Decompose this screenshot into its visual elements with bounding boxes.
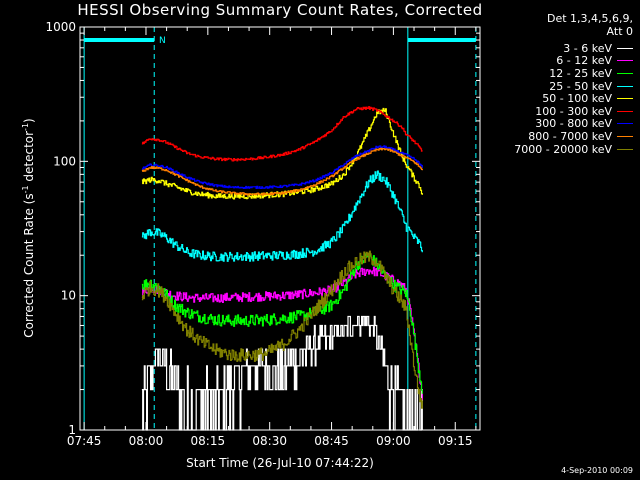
legend-swatch [617, 110, 633, 112]
legend-item: 6 - 12 keV [514, 54, 633, 68]
x-axis-label: Start Time (26-Jul-10 07:44:22) [186, 456, 374, 470]
legend-item: 25 - 50 keV [514, 80, 633, 93]
legend-label: 7000 - 20000 keV [514, 142, 612, 156]
x-tick-label: 08:00 [129, 434, 164, 448]
series-group [141, 106, 423, 431]
legend-item: 300 - 800 keV [514, 117, 633, 131]
legend-label: 12 - 25 keV [549, 66, 612, 80]
chart-title: HESSI Observing Summary Count Rates, Cor… [77, 1, 483, 19]
plot-frame [79, 26, 481, 431]
legend-label: 25 - 50 keV [549, 79, 612, 93]
x-tick-label: 08:15 [191, 434, 226, 448]
legend-swatch [617, 72, 633, 74]
legend-detectors: Det 1,3,4,5,6,9, [546, 12, 633, 25]
series-line-800-7000-kev [141, 147, 423, 196]
y-tick-label: 1000 [45, 20, 76, 34]
legend-item: 50 - 100 keV [514, 92, 633, 105]
legend-attenuator: Att 0 [606, 25, 633, 38]
series-line-100-300-kev [141, 106, 423, 162]
series-line-25-50-kev [141, 170, 423, 262]
series-line-6-12-kev [141, 266, 423, 400]
x-tick-label: 08:30 [252, 434, 287, 448]
legend-header: Det 1,3,4,5,6,9, Att 0 [547, 12, 633, 38]
x-tick-label: 07:45 [67, 434, 102, 448]
night-flag-label: N [159, 36, 166, 46]
y-tick-label: 10 [61, 289, 76, 303]
legend-label: 3 - 6 keV [563, 41, 612, 55]
legend: 3 - 6 keV 6 - 12 keV 12 - 25 keV 25 - 50 ke… [514, 42, 633, 156]
legend-swatch [617, 85, 633, 87]
legend-swatch [617, 98, 633, 100]
x-tick-label: 09:15 [438, 434, 473, 448]
legend-item: 7000 - 20000 keV [514, 143, 633, 156]
y-tick-label: 100 [53, 154, 76, 168]
x-tick-label: 08:45 [314, 434, 349, 448]
legend-item: 12 - 25 keV [514, 67, 633, 80]
legend-swatch [617, 60, 633, 62]
legend-swatch [617, 47, 633, 49]
y-tick-label: 1 [68, 423, 76, 437]
series-line-300-800-kev [141, 145, 423, 189]
axes: 1 10 100 1000 07:45 08:00 08:15 08:30 08:45 09:00… [45, 20, 480, 448]
legend-label: 6 - 12 keV [556, 54, 612, 68]
legend-item: 100 - 300 keV [514, 105, 633, 118]
legend-swatch [617, 135, 633, 137]
legend-item: 3 - 6 keV [514, 42, 633, 55]
series-line-50-100-kev [141, 107, 423, 200]
y-axis-label: Corrected Count Rate (s-1 detector-1) [21, 118, 36, 337]
series-line-7000-20000-kev [141, 250, 423, 409]
legend-label: 100 - 300 keV [535, 104, 612, 118]
legend-label: 50 - 100 keV [542, 92, 612, 106]
legend-swatch [617, 123, 633, 125]
legend-swatch [617, 148, 633, 150]
x-tick-label: 09:00 [376, 434, 411, 448]
legend-item: 800 - 7000 keV [514, 130, 633, 143]
footer-timestamp: 4-Sep-2010 00:09 [561, 466, 633, 475]
legend-label: 300 - 800 keV [535, 117, 612, 131]
legend-label: 800 - 7000 keV [528, 129, 612, 143]
